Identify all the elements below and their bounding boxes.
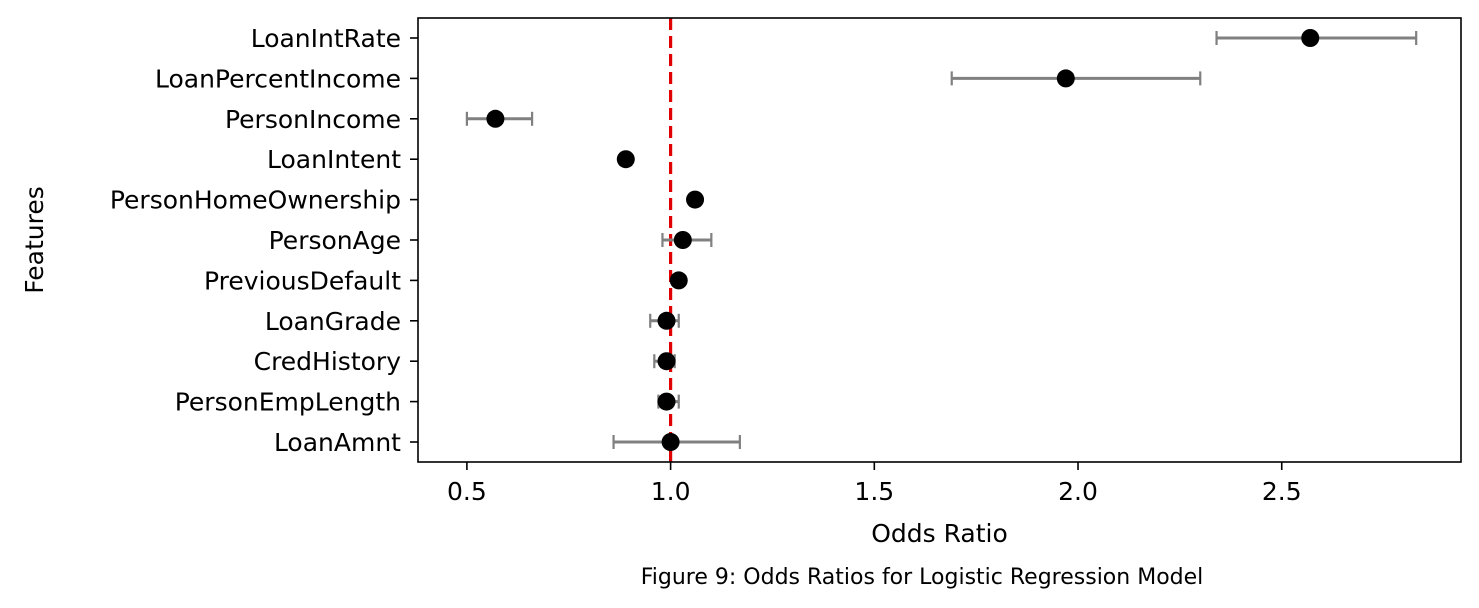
y-tick-label: PersonEmpLength bbox=[175, 388, 401, 417]
data-point bbox=[1301, 29, 1320, 47]
data-point bbox=[657, 352, 676, 371]
data-point bbox=[616, 150, 635, 169]
y-tick-label: LoanAmnt bbox=[274, 428, 401, 457]
data-point bbox=[657, 392, 676, 411]
y-tick-label: LoanGrade bbox=[265, 307, 401, 336]
x-tick-label: 1.0 bbox=[651, 477, 691, 506]
x-tick-label: 2.5 bbox=[1262, 477, 1302, 506]
x-tick-label: 2.0 bbox=[1058, 477, 1098, 506]
y-tick-label: LoanIntent bbox=[267, 145, 401, 174]
point-layer bbox=[486, 29, 1320, 451]
x-tick-label: 0.5 bbox=[447, 477, 487, 506]
y-tick-label: PersonIncome bbox=[225, 105, 401, 134]
plot-frame bbox=[417, 17, 1462, 463]
data-point bbox=[669, 271, 688, 290]
data-point bbox=[661, 433, 680, 451]
x-tick-layer: 0.5 1.0 1.5 2.0 2.5 bbox=[447, 462, 1302, 506]
y-axis-label: Features bbox=[20, 186, 49, 294]
data-point bbox=[486, 109, 505, 128]
data-point bbox=[686, 190, 705, 209]
y-tick-label: CredHistory bbox=[254, 347, 402, 376]
x-axis-label: Odds Ratio bbox=[871, 519, 1008, 548]
figure-caption: Figure 9: Odds Ratios for Logistic Regre… bbox=[641, 565, 1204, 590]
data-point bbox=[657, 311, 676, 330]
y-tick-label: PersonHomeOwnership bbox=[110, 186, 401, 215]
y-tick-label: LoanIntRate bbox=[251, 24, 401, 53]
x-tick-label: 1.5 bbox=[854, 477, 894, 506]
errorbar-layer bbox=[465, 31, 1418, 449]
y-tick-label: PreviousDefault bbox=[204, 266, 401, 295]
y-tick-layer: LoanIntRate LoanPercentIncome PersonIncome… bbox=[110, 24, 418, 457]
data-point bbox=[1056, 69, 1075, 88]
data-point bbox=[673, 231, 692, 249]
y-tick-label: LoanPercentIncome bbox=[155, 64, 401, 93]
y-tick-label: PersonAge bbox=[269, 226, 401, 255]
